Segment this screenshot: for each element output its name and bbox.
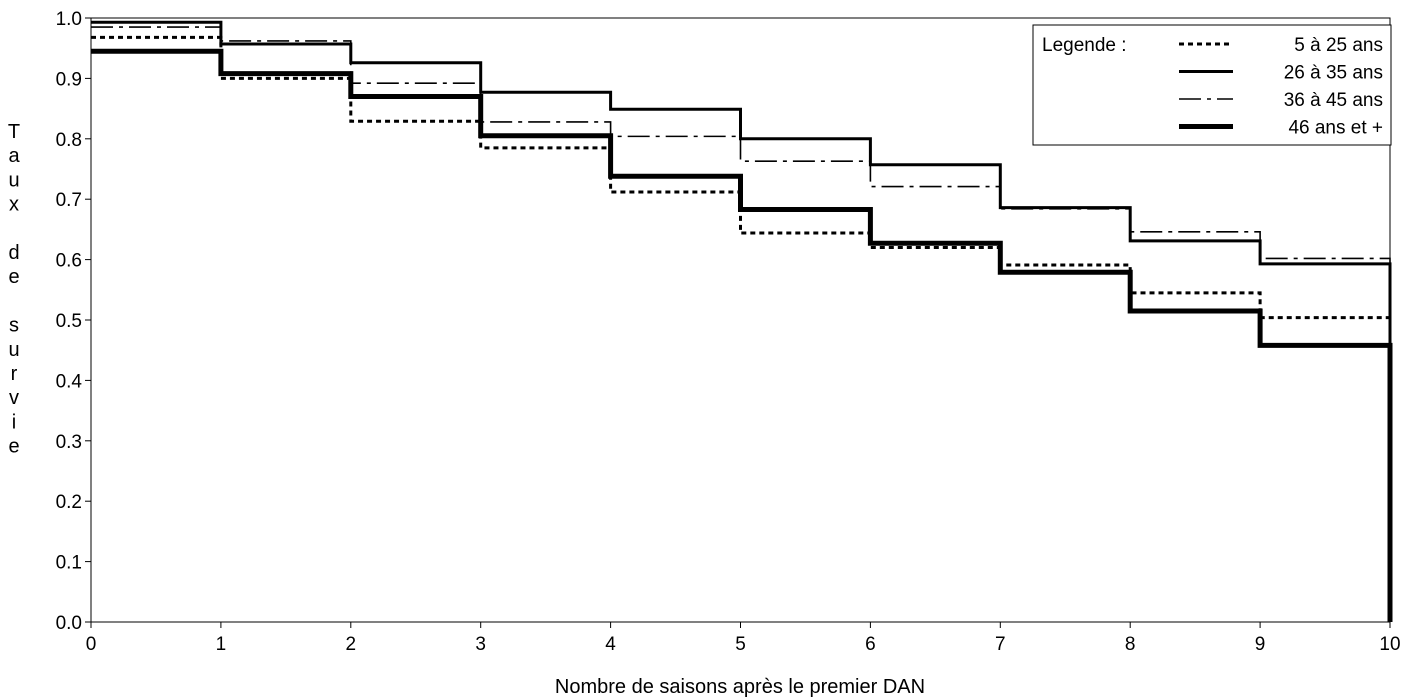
y-tick-label: 0.4 bbox=[56, 371, 83, 392]
y-axis-title-glyph: d bbox=[8, 242, 19, 264]
series-layer bbox=[91, 20, 1393, 622]
y-tick-label: 0.0 bbox=[56, 613, 82, 634]
y-axis-title-glyph: x bbox=[9, 194, 19, 216]
legend: Legende : 5 à 25 ans 26 à 35 ans 36 à 45 an… bbox=[1032, 24, 1392, 146]
x-tick-label: 0 bbox=[86, 634, 97, 655]
series-line-4 bbox=[91, 48, 1393, 622]
series-line-2 bbox=[91, 20, 1392, 622]
y-axis-title-glyph: r bbox=[11, 363, 18, 385]
y-axis-title-glyph: e bbox=[8, 436, 19, 458]
y-axis-title-glyph: s bbox=[9, 315, 19, 337]
y-axis-title-glyph: i bbox=[12, 411, 16, 433]
x-tick-label: 10 bbox=[1379, 634, 1400, 655]
y-tick-label: 0.1 bbox=[56, 553, 82, 574]
y-tick-label: 0.9 bbox=[56, 69, 82, 90]
y-tick-label: 0.3 bbox=[56, 432, 82, 453]
y-tick-label: 0.6 bbox=[56, 251, 82, 272]
y-axis-title-glyph: v bbox=[9, 387, 19, 409]
legend-label: 46 ans et + bbox=[1288, 118, 1383, 139]
y-axis-title-glyph: u bbox=[8, 339, 19, 361]
y-tick-label: 0.2 bbox=[56, 492, 82, 513]
y-axis-title-glyph: u bbox=[8, 169, 19, 191]
y-tick-label: 0.7 bbox=[56, 190, 82, 211]
tick-labels: 0 1 2 3 4 5 6 7 8 9 10 0.0 0.1 0.2 0.3 0.4 0.5 0.6 0.7 0.8 0… bbox=[56, 9, 1401, 655]
x-tick-label: 5 bbox=[735, 634, 746, 655]
y-axis-title-glyph: a bbox=[8, 145, 20, 167]
y-axis-title-glyph: e bbox=[8, 266, 19, 288]
x-tick-label: 4 bbox=[605, 634, 616, 655]
legend-label: 26 à 35 ans bbox=[1284, 63, 1383, 84]
x-tick-label: 2 bbox=[346, 634, 357, 655]
x-tick-label: 3 bbox=[475, 634, 486, 655]
x-axis-title: Nombre de saisons après le premier DAN bbox=[555, 676, 925, 698]
legend-title: Legende : bbox=[1042, 35, 1127, 56]
y-axis-title-glyph: T bbox=[8, 121, 20, 143]
x-tick-label: 9 bbox=[1255, 634, 1266, 655]
y-tick-label: 1.0 bbox=[56, 9, 82, 30]
x-tick-label: 8 bbox=[1125, 634, 1136, 655]
legend-label: 36 à 45 ans bbox=[1284, 90, 1383, 111]
x-tick-label: 7 bbox=[995, 634, 1006, 655]
y-tick-label: 0.5 bbox=[56, 311, 82, 332]
legend-label: 5 à 25 ans bbox=[1294, 35, 1383, 56]
x-tick-label: 1 bbox=[216, 634, 227, 655]
x-tick-label: 6 bbox=[865, 634, 876, 655]
y-tick-label: 0.8 bbox=[56, 130, 82, 151]
